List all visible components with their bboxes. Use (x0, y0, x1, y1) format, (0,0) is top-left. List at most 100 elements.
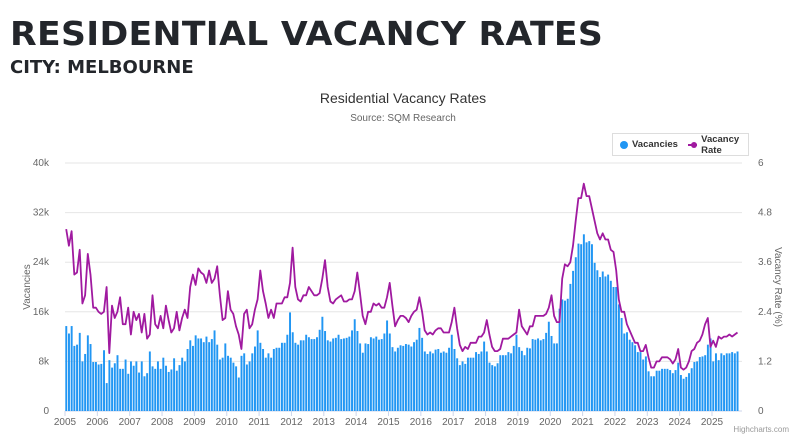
vacancies-bar (318, 329, 321, 411)
vacancies-bar (270, 357, 273, 411)
vacancies-bar (189, 340, 192, 411)
vacancies-bar (138, 372, 141, 411)
vacancy-rate-line (65, 182, 739, 371)
vacancies-bar (437, 349, 440, 411)
x-axis-tick: 2024 (669, 417, 692, 428)
vacancies-bar (243, 353, 246, 411)
x-axis-tick: 2007 (119, 417, 142, 428)
vacancies-bar (140, 361, 143, 411)
vacancies-bar (210, 339, 213, 411)
vacancies-bar (143, 376, 146, 411)
x-axis-tick: 2015 (377, 417, 400, 428)
vacancies-bar (224, 343, 227, 411)
vacancies-bar (704, 355, 707, 411)
highcharts-credit[interactable]: Highcharts.com (733, 425, 789, 434)
vacancies-bar (280, 342, 283, 411)
vacancies-bar (631, 342, 634, 411)
right-axis-tick: 6 (758, 158, 764, 169)
vacancies-bar (731, 352, 734, 411)
legend-item-vacancies[interactable]: Vacancies (620, 139, 678, 150)
vacancies-bar (151, 366, 154, 411)
vacancies-bar (369, 337, 372, 411)
vacancies-bar (353, 319, 356, 411)
vacancies-bar (146, 373, 149, 411)
vacancies-bar (410, 346, 413, 411)
x-axis-tick: 2010 (216, 417, 239, 428)
vacancies-bar (351, 330, 353, 411)
vacancies-bar (445, 352, 448, 411)
vacancies-bar (396, 347, 399, 411)
vacancies-bar (550, 335, 553, 411)
vacancies-bar (121, 368, 124, 411)
vacancies-bar (480, 351, 483, 411)
vacancies-bar (464, 363, 467, 411)
vacancies-bar (736, 351, 739, 411)
vacancies-bar (321, 316, 324, 411)
vacancies-bar (192, 345, 194, 411)
vacancies-bar (383, 333, 386, 411)
vacancies-bar (518, 347, 521, 411)
vacancies-bar (386, 320, 389, 411)
vacancies-bar (259, 342, 262, 411)
vacancies-bar (512, 345, 515, 411)
circle-marker-icon (620, 140, 628, 149)
vacancies-bar (523, 355, 526, 411)
vacancies-bar (167, 371, 170, 411)
vacancies-bar (413, 342, 416, 411)
vacancies-bar (76, 344, 79, 411)
x-axis-tick: 2008 (151, 417, 174, 428)
vacancies-bar (248, 361, 251, 411)
vacancies-bar (491, 365, 494, 411)
x-axis-tick: 2009 (183, 417, 206, 428)
vacancies-bar (717, 360, 720, 411)
vacancies-bar (175, 370, 178, 411)
vacancies-bar (305, 334, 308, 411)
vacancies-bar (421, 337, 424, 411)
vacancies-bar (475, 352, 478, 411)
vacancies-bar (113, 363, 116, 411)
vacancies-bar (364, 343, 367, 411)
vacancies-bar (477, 353, 480, 411)
vacancies-bar (564, 300, 566, 411)
left-axis-tick: 8k (38, 356, 50, 367)
vacancies-bar (429, 351, 432, 411)
right-axis-tick: 3.6 (758, 257, 772, 268)
vacancies-bar (588, 241, 591, 411)
vacancies-bar (655, 370, 658, 411)
vacancies-bar (690, 368, 693, 411)
vacancies-bar (483, 341, 486, 411)
vacancies-bar (135, 361, 138, 411)
vacancies-bar (202, 342, 205, 411)
vacancies-bar (127, 373, 130, 411)
vacancies-bar (580, 244, 583, 411)
vacancies-bar (545, 332, 548, 411)
vacancies-bar (623, 333, 626, 411)
vacancies-bar (426, 353, 429, 411)
vacancies-bar (440, 352, 442, 411)
vacancies-bar (178, 365, 181, 411)
vacancies-bar (496, 363, 499, 411)
left-axis-tick: 16k (33, 307, 50, 318)
vacancies-bar (652, 376, 655, 411)
vacancies-bar (442, 351, 445, 411)
legend: Vacancies Vacancy Rate (612, 133, 749, 156)
vacancies-bar (89, 344, 92, 411)
x-axis-tick: 2018 (474, 417, 497, 428)
vacancies-bar (334, 337, 337, 411)
vacancies-bar (407, 344, 410, 411)
x-axis-tick: 2012 (280, 417, 303, 428)
vacancies-bar (105, 383, 108, 411)
vacancies-bar (725, 353, 728, 411)
right-axis-tick: 0 (758, 406, 764, 417)
vacancies-bar (275, 347, 278, 411)
vacancies-bar (434, 349, 437, 411)
vacancies-bar (97, 364, 100, 411)
vacancies-bar (553, 343, 556, 411)
vacancies-bar (647, 371, 650, 411)
vacancies-bar (636, 352, 639, 411)
legend-item-vacancy-rate[interactable]: Vacancy Rate (687, 134, 748, 156)
vacancies-bar (388, 333, 391, 411)
vacancies-bar (84, 353, 87, 411)
vacancies-bar (693, 362, 696, 411)
